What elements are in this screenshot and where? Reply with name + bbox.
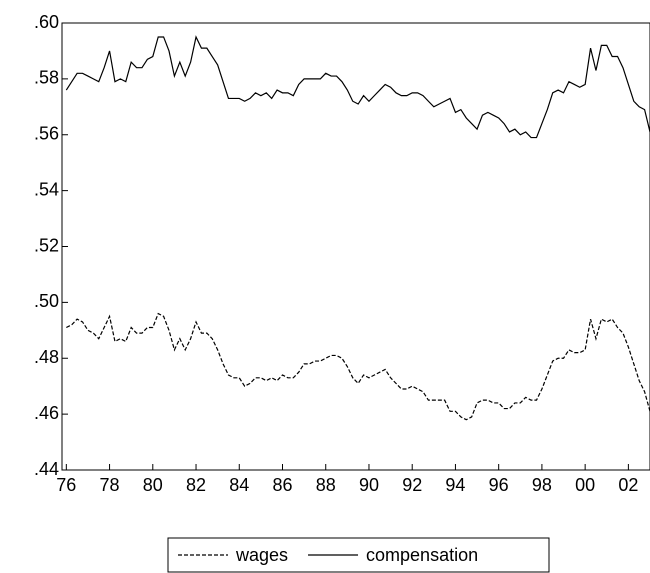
x-tick-label: 82 (186, 475, 206, 495)
x-tick-label: 00 (575, 475, 595, 495)
x-tick-label: 84 (229, 475, 249, 495)
x-tick-label: 02 (618, 475, 638, 495)
series-line (66, 312, 650, 421)
x-tick-label: 98 (532, 475, 552, 495)
y-tick-label: .48 (34, 347, 59, 367)
legend-label: compensation (366, 545, 478, 565)
plot-frame (61, 22, 650, 471)
y-tick-label: .44 (34, 459, 59, 479)
x-tick-label: 90 (359, 475, 379, 495)
x-tick-label: 80 (143, 475, 163, 495)
y-tick-label: .58 (34, 68, 59, 88)
x-tick-label: 96 (489, 475, 509, 495)
legend-box (167, 537, 550, 573)
y-tick-label: .46 (34, 403, 59, 423)
x-tick-label: 88 (316, 475, 336, 495)
x-tick-label: 78 (100, 475, 120, 495)
x-tick-label: 92 (402, 475, 422, 495)
y-tick-label: .50 (34, 291, 59, 311)
y-tick-label: .60 (34, 12, 59, 32)
x-tick-label: 76 (56, 475, 76, 495)
y-tick-label: .54 (34, 179, 59, 199)
x-tick-label: 86 (272, 475, 292, 495)
x-tick-label: 94 (445, 475, 465, 495)
legend-label: wages (235, 545, 288, 565)
series-line (65, 35, 650, 139)
y-tick-label: .56 (34, 124, 59, 144)
y-tick-label: .52 (34, 235, 59, 255)
